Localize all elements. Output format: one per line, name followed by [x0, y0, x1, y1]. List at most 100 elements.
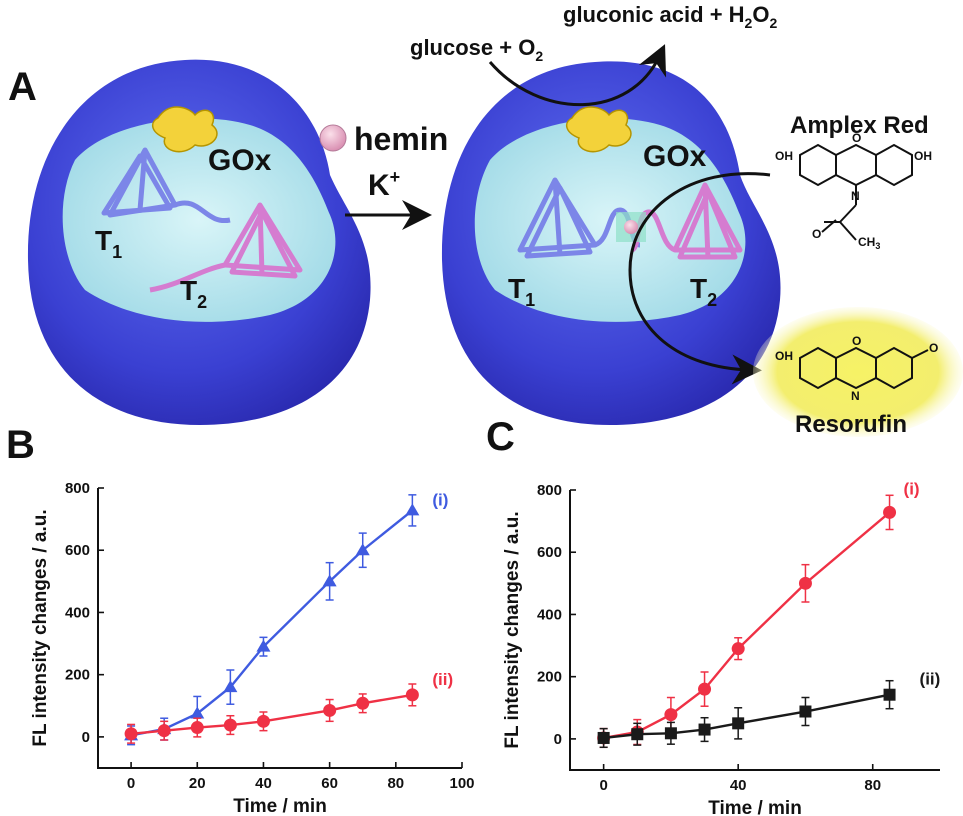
svg-text:O: O	[812, 227, 821, 241]
svg-text:CH3: CH3	[858, 235, 880, 251]
amplex-red-structure	[799, 143, 913, 241]
data-point	[190, 721, 204, 735]
resorufin-glow	[753, 307, 963, 437]
y-tick-label: 200	[537, 669, 562, 686]
panel-label-b: B	[6, 423, 35, 467]
series-label: (i)	[432, 490, 448, 509]
y-tick-label: 400	[65, 604, 90, 621]
svg-text:OH: OH	[914, 149, 932, 163]
gox-label-left: GOx	[208, 144, 272, 177]
y-tick-label: 600	[537, 544, 562, 561]
hemin-bead	[319, 124, 347, 152]
data-point	[256, 714, 270, 728]
series-label: (i)	[904, 479, 920, 498]
x-tick-label: 40	[730, 777, 747, 794]
svg-text:O: O	[852, 131, 861, 145]
panel-label-c: C	[486, 415, 515, 459]
t1-label-left: T1	[95, 225, 122, 262]
tetrahedron-t1-left	[101, 147, 231, 224]
x-tick-label: 80	[387, 775, 404, 792]
data-point	[798, 576, 812, 590]
glucose-arc	[488, 44, 667, 107]
data-point	[732, 717, 745, 730]
resorufin-atoms: OH O N O	[775, 334, 938, 403]
chart-b-plot: 0 200 400 600 800 0 20 40 60 80 100 Time / min FL in…	[30, 480, 475, 816]
svg-text:N: N	[851, 189, 860, 203]
t2-label-left: T2	[180, 275, 207, 312]
amplex-red-atoms: OH OH O N O CH3	[775, 131, 932, 251]
glucose-label: glucose + O2	[410, 35, 543, 64]
hemin-in-quadruplex	[624, 220, 638, 234]
x-axis-label: Time / min	[233, 796, 327, 816]
y-axis-label: FL intensity changes / a.u.	[30, 509, 51, 746]
tetrahedron-t2-left	[149, 202, 303, 293]
t1-label-right: T1	[508, 273, 535, 310]
amplex-conversion-arc	[628, 172, 771, 385]
x-tick-label: 20	[189, 775, 206, 792]
series-line	[603, 693, 890, 740]
data-point	[664, 727, 677, 740]
gluconic-label: gluconic acid + H2O2	[563, 2, 777, 31]
data-point	[698, 723, 711, 736]
data-point	[405, 503, 420, 516]
y-tick-label: 800	[65, 480, 90, 497]
x-tick-label: 40	[255, 775, 272, 792]
svg-text:OH: OH	[775, 149, 793, 163]
scheme-panel-a: A GOx T1 T2 hemin K+ GOx	[8, 2, 963, 438]
data-point	[124, 727, 138, 741]
data-point	[190, 706, 205, 719]
kplus-label: K+	[368, 167, 400, 202]
data-point	[597, 731, 610, 744]
y-tick-label: 800	[537, 482, 562, 499]
x-tick-label: 0	[127, 775, 135, 792]
gox-label-right: GOx	[643, 140, 707, 173]
data-point	[883, 688, 896, 701]
data-point	[883, 505, 897, 519]
tetrahedron-t2-right	[630, 182, 743, 260]
data-point	[323, 703, 337, 717]
y-tick-label: 600	[65, 542, 90, 559]
data-point	[405, 688, 419, 702]
amplex-red-label: Amplex Red	[790, 112, 929, 139]
data-point	[256, 639, 271, 652]
data-point	[731, 642, 745, 656]
panel-label-a: A	[8, 65, 37, 109]
x-axis-label: Time / min	[708, 798, 802, 816]
data-point	[631, 728, 644, 741]
resorufin-structure	[799, 346, 929, 390]
gox-enzyme-right	[565, 106, 632, 153]
svg-text:OH: OH	[775, 349, 793, 363]
data-point	[322, 574, 337, 587]
axis-frame	[569, 490, 940, 771]
series-label: (ii)	[432, 670, 453, 689]
data-point	[355, 543, 370, 556]
data-point	[698, 682, 712, 696]
axis-frame	[97, 488, 462, 769]
series-line	[130, 509, 414, 737]
chart-c-plot: 0 200 400 600 800 0 40 80 Time / min FL intensity…	[502, 479, 940, 816]
x-tick-label: 60	[321, 775, 338, 792]
y-axis-label: FL intensity changes / a.u.	[502, 511, 523, 748]
x-tick-label: 0	[599, 777, 607, 794]
gox-enzyme-left	[151, 106, 218, 153]
y-tick-label: 200	[65, 667, 90, 684]
data-point	[356, 696, 370, 710]
y-tick-label: 0	[82, 729, 90, 746]
x-tick-label: 100	[449, 775, 474, 792]
svg-text:N: N	[851, 389, 860, 403]
svg-text:O: O	[852, 334, 861, 348]
y-tick-label: 0	[554, 731, 562, 748]
x-tick-label: 80	[864, 777, 881, 794]
data-point	[799, 705, 812, 718]
data-point	[223, 680, 238, 693]
resorufin-label: Resorufin	[795, 411, 907, 438]
data-point	[664, 708, 678, 722]
data-point	[223, 718, 237, 732]
series-label: (ii)	[920, 670, 941, 689]
hemin-label: hemin	[354, 121, 448, 157]
y-tick-label: 400	[537, 606, 562, 623]
svg-text:O: O	[929, 341, 938, 355]
t2-label-right: T2	[690, 273, 717, 310]
